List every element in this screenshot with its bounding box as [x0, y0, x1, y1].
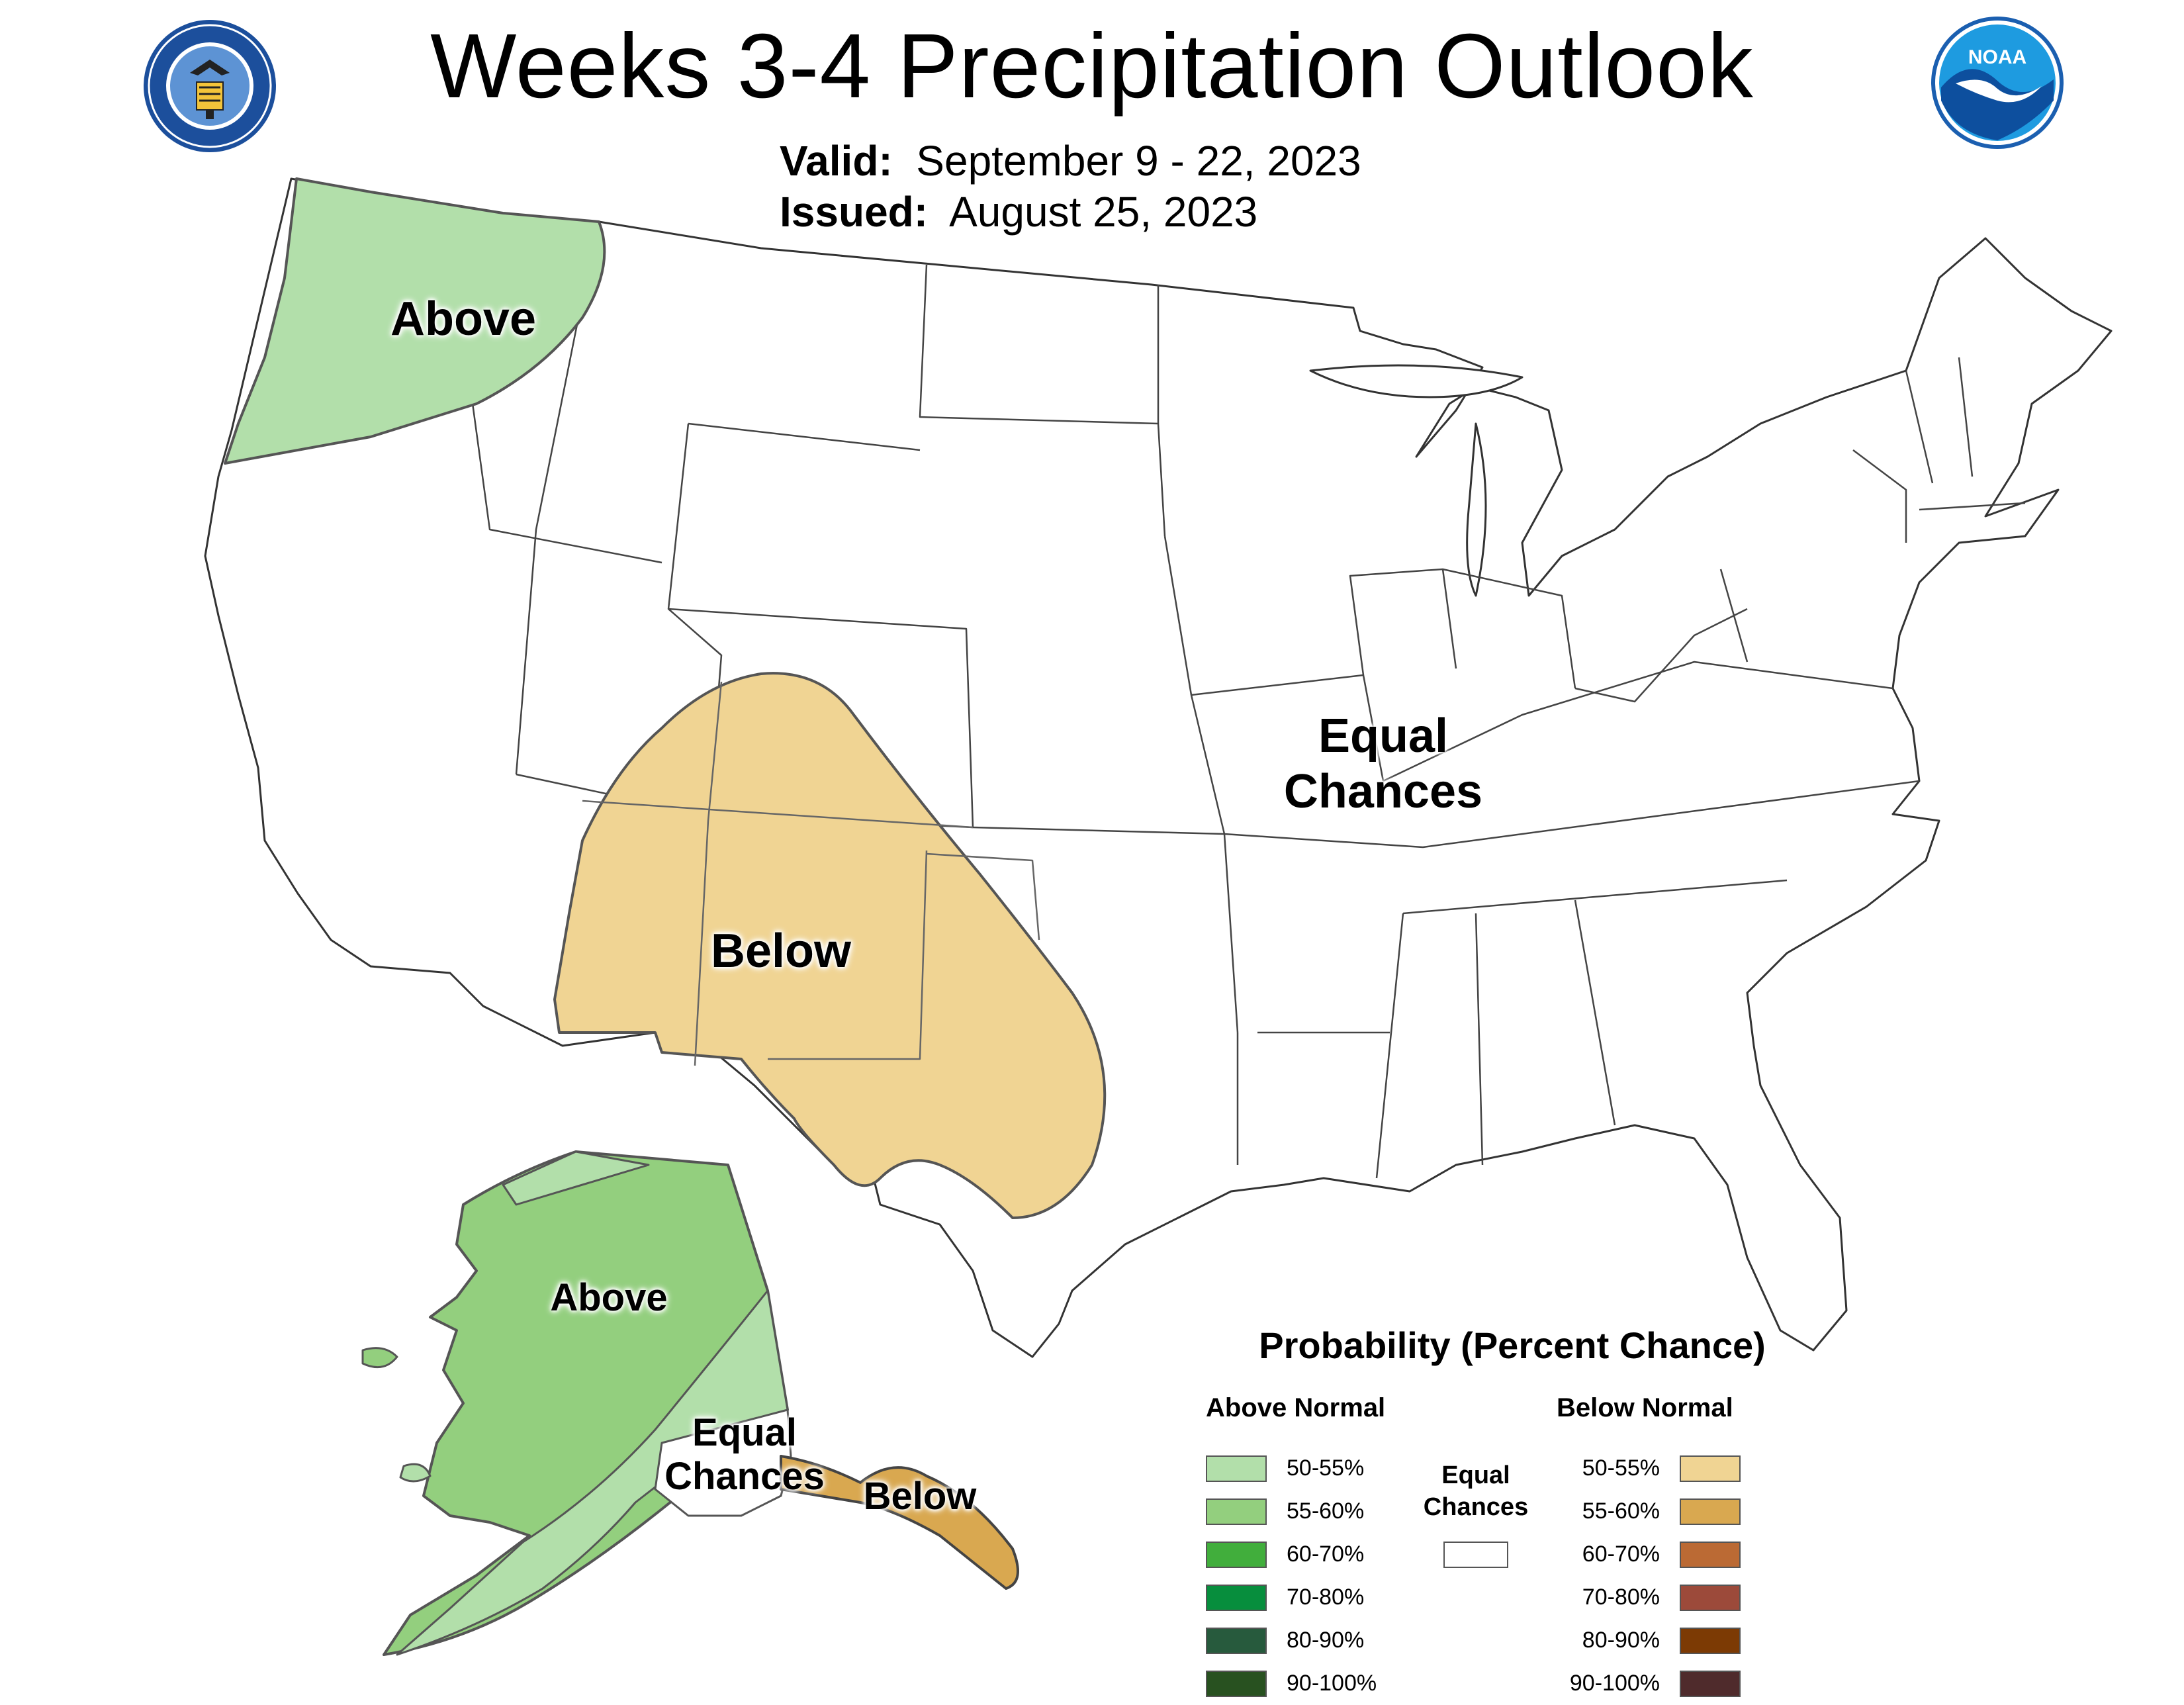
legend-label: 60-70%: [1287, 1542, 1365, 1567]
legend-swatch: [1206, 1455, 1267, 1482]
legend-swatch: [1680, 1498, 1741, 1525]
state-boundaries-southwest: [582, 681, 1040, 1066]
issued-label: Issued:: [780, 188, 929, 236]
legend-title: Probability (Percent Chance): [1259, 1324, 1766, 1366]
label-above-pacific-nw: Above: [390, 293, 537, 346]
legend-item: 80-90%: [1562, 1619, 1741, 1662]
legend-item: 55-60%: [1562, 1490, 1741, 1533]
region-above-alaska-north: [502, 1150, 650, 1206]
legend-item: 60-70%: [1562, 1533, 1741, 1576]
legend-item: 70-80%: [1562, 1576, 1741, 1619]
legend-above-header: Above Normal: [1206, 1393, 1386, 1422]
region-below-alaska-southeast: [780, 1455, 1019, 1590]
legend-label: 90-100%: [1287, 1671, 1377, 1696]
noaa-logo-text: NOAA: [1968, 46, 2026, 68]
legend-swatch: [1206, 1498, 1267, 1525]
legend-item: 60-70%: [1206, 1533, 1377, 1576]
issued-value: August 25, 2023: [949, 188, 1258, 236]
legend-item: 50-55%: [1562, 1447, 1741, 1490]
legend-equal: Equal Chances: [1410, 1459, 1542, 1568]
issued-date: Issued: August 25, 2023: [780, 187, 1257, 237]
legend-label: 80-90%: [1287, 1628, 1365, 1653]
lake-superior: [1309, 364, 1524, 398]
legend-item: 90-100%: [1206, 1662, 1377, 1705]
region-equal-alaska: [654, 1408, 792, 1517]
legend-swatch: [1680, 1584, 1741, 1611]
island-st-lawrence: [361, 1347, 398, 1369]
legend-label: 50-55%: [1287, 1455, 1365, 1481]
legend-swatch: [1680, 1541, 1741, 1568]
legend-label: 80-90%: [1582, 1628, 1660, 1653]
label-equal-chances-conus: Equal Chances: [1238, 708, 1529, 819]
legend-item: 70-80%: [1206, 1576, 1377, 1619]
legend-label: 50-55%: [1582, 1455, 1660, 1481]
legend-below-header: Below Normal: [1557, 1393, 1733, 1422]
label-equal-chances-alaska: Equal Chances: [655, 1411, 834, 1498]
legend-label: 55-60%: [1287, 1498, 1365, 1524]
label-below-southwest: Below: [710, 925, 852, 978]
legend-swatch: [1680, 1670, 1741, 1697]
legend-below-list: 50-55% 55-60% 60-70% 70-80% 80-90% 90-10…: [1562, 1447, 1741, 1705]
legend-equal-line2: Chances: [1423, 1493, 1529, 1521]
lake-michigan: [1466, 422, 1487, 597]
legend-item: 50-55%: [1206, 1447, 1377, 1490]
legend-swatch: [1206, 1541, 1267, 1568]
page-title: Weeks 3-4 Precipitation Outlook: [430, 15, 1754, 117]
label-chances-line2: Chances: [1283, 765, 1483, 818]
legend-swatch: [1206, 1584, 1267, 1611]
label-below-alaska: Below: [863, 1475, 977, 1518]
region-above-pacific-nw: [224, 177, 606, 465]
region-above-alaska-southeast-band: [396, 1289, 789, 1656]
legend-swatch: [1680, 1455, 1741, 1482]
legend-swatch: [1206, 1670, 1267, 1697]
noaa-logo-icon: NOAA: [1929, 15, 2066, 154]
label-equal-line1: Equal: [1318, 710, 1449, 762]
legend-label: 90-100%: [1569, 1671, 1660, 1696]
legend-swatch: [1680, 1627, 1741, 1654]
legend-label: 60-70%: [1582, 1542, 1660, 1567]
legend-item: 90-100%: [1562, 1662, 1741, 1705]
legend-equal-line1: Equal: [1441, 1461, 1510, 1489]
legend-swatch: [1206, 1627, 1267, 1654]
label-above-alaska: Above: [550, 1276, 668, 1319]
label-equal-alaska-line1: Equal: [692, 1411, 797, 1454]
legend-label: 70-80%: [1287, 1585, 1365, 1610]
legend-equal-swatch: [1443, 1542, 1508, 1568]
valid-dates: Valid: September 9 - 22, 2023: [780, 136, 1361, 186]
region-below-southwest: [553, 672, 1107, 1219]
valid-label: Valid:: [780, 137, 893, 185]
legend-above-list: 50-55% 55-60% 60-70% 70-80% 80-90% 90-10…: [1206, 1447, 1377, 1705]
department-of-commerce-seal-icon: [142, 19, 277, 157]
island-kodiak: [399, 1463, 432, 1483]
legend-item: 80-90%: [1206, 1619, 1377, 1662]
valid-value: September 9 - 22, 2023: [916, 137, 1361, 185]
legend-label: 70-80%: [1582, 1585, 1660, 1610]
legend-label: 55-60%: [1582, 1498, 1660, 1524]
legend-item: 55-60%: [1206, 1490, 1377, 1533]
label-chances-alaska-line2: Chances: [664, 1455, 825, 1498]
